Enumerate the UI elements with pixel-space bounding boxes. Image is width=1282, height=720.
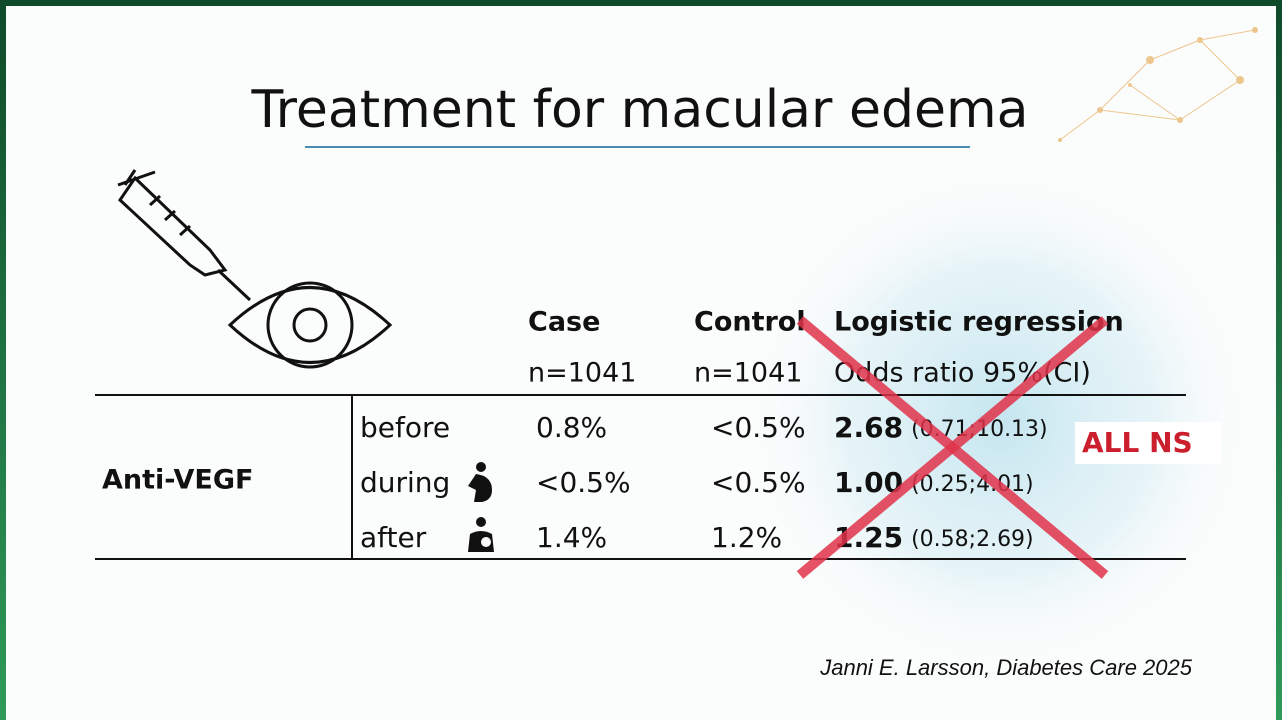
row-label: during (360, 466, 450, 499)
case-value: 0.8% (536, 411, 607, 444)
confidence-interval: (0.25;4.01) (911, 472, 1034, 497)
pregnant-icon (468, 462, 492, 502)
header: Control (694, 307, 806, 338)
case-value: <0.5% (536, 466, 631, 499)
confidence-interval: (0.58;2.69) (911, 527, 1034, 552)
row-label: after (360, 521, 427, 554)
annotation-bg (1075, 422, 1221, 464)
background-blob (740, 160, 1260, 680)
network-decoration (1058, 27, 1258, 142)
title: Treatment for macular edema (251, 80, 1029, 140)
mother-baby-icon (468, 517, 494, 552)
header: Logistic regression (834, 307, 1124, 338)
row-label: before (360, 411, 450, 444)
table-body: before0.8%<0.5%2.68(0.71;10.13)during<0.… (360, 411, 1048, 554)
case-value: 1.4% (536, 521, 607, 554)
control-value: 1.2% (711, 521, 782, 554)
citation: Janni E. Larsson, Diabetes Care 2025 (819, 655, 1193, 680)
group-label: Anti-VEGF (102, 465, 253, 496)
syringe-eye-icon (117, 169, 393, 369)
control-value: <0.5% (711, 466, 806, 499)
odds-ratio: 2.68 (834, 411, 903, 444)
header: Case (528, 307, 600, 338)
cross-out (796, 316, 1109, 579)
control-value: <0.5% (711, 411, 806, 444)
subheader: n=1041 (694, 358, 802, 389)
annotation: ALL NS (1082, 426, 1193, 459)
subheader: n=1041 (528, 358, 636, 389)
